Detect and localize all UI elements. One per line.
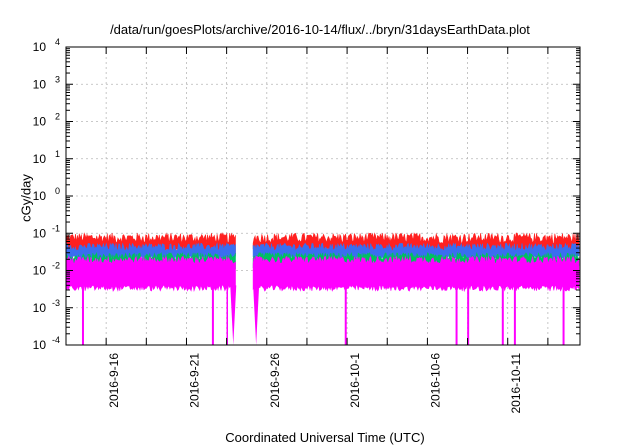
series-4 bbox=[66, 255, 580, 293]
y-tick-label: 10 3 bbox=[33, 74, 60, 91]
x-tick-label: 2016-10-6 bbox=[428, 353, 442, 408]
y-tick-label: 10 -3 bbox=[33, 298, 60, 315]
gap-edge-left bbox=[230, 285, 237, 345]
y-tick-label: 10 0 bbox=[33, 186, 60, 203]
series-band bbox=[252, 255, 580, 293]
dropout-group bbox=[81, 285, 565, 345]
y-tick-label: 10 2 bbox=[33, 112, 60, 129]
y-tick-label: 10 -1 bbox=[33, 223, 60, 240]
x-tick-label: 2016-9-21 bbox=[188, 353, 202, 408]
x-tick-label: 2016-9-26 bbox=[268, 353, 282, 408]
series-group bbox=[66, 232, 580, 345]
x-tick-label: 2016-9-16 bbox=[107, 353, 121, 408]
x-tick-label: 2016-10-1 bbox=[348, 353, 362, 408]
y-tick-label: 10 -2 bbox=[33, 261, 60, 278]
y-tick-label: 10 1 bbox=[33, 149, 60, 166]
x-axis-label: Coordinated Universal Time (UTC) bbox=[225, 430, 425, 445]
y-tick-label: 10 4 bbox=[33, 37, 60, 54]
gap-edge-right bbox=[253, 285, 260, 345]
chart-title: /data/run/goesPlots/archive/2016-10-14/f… bbox=[110, 22, 530, 37]
x-tick-label: 2016-10-11 bbox=[509, 353, 523, 414]
y-tick-label: 10 -4 bbox=[33, 335, 60, 352]
y-axis-label: cGy/day bbox=[18, 174, 34, 222]
axes bbox=[65, 46, 581, 346]
